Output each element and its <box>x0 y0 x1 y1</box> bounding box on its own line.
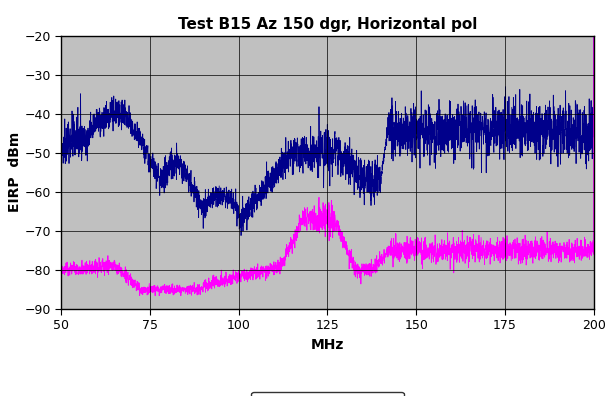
RMS <box>262 278 269 283</box>
Peak <box>522 121 529 126</box>
Peak <box>150 174 157 179</box>
Peak <box>580 139 587 144</box>
RMS <box>177 293 185 298</box>
RMS <box>58 269 65 274</box>
Peak <box>285 152 293 156</box>
Y-axis label: EIRP  dBm: EIRP dBm <box>7 132 21 212</box>
Line: Peak: Peak <box>61 0 594 236</box>
Peak <box>237 233 245 238</box>
RMS <box>580 250 587 255</box>
Peak <box>58 147 65 152</box>
RMS <box>285 254 293 259</box>
Line: RMS: RMS <box>61 0 594 296</box>
RMS <box>150 284 157 288</box>
RMS <box>522 238 529 242</box>
Peak <box>118 117 125 122</box>
X-axis label: MHz: MHz <box>311 338 344 352</box>
RMS <box>118 274 125 279</box>
Peak <box>262 192 269 196</box>
Legend: Peak, RMS: Peak, RMS <box>252 392 403 396</box>
Title: Test B15 Az 150 dgr, Horizontal pol: Test B15 Az 150 dgr, Horizontal pol <box>177 17 477 32</box>
